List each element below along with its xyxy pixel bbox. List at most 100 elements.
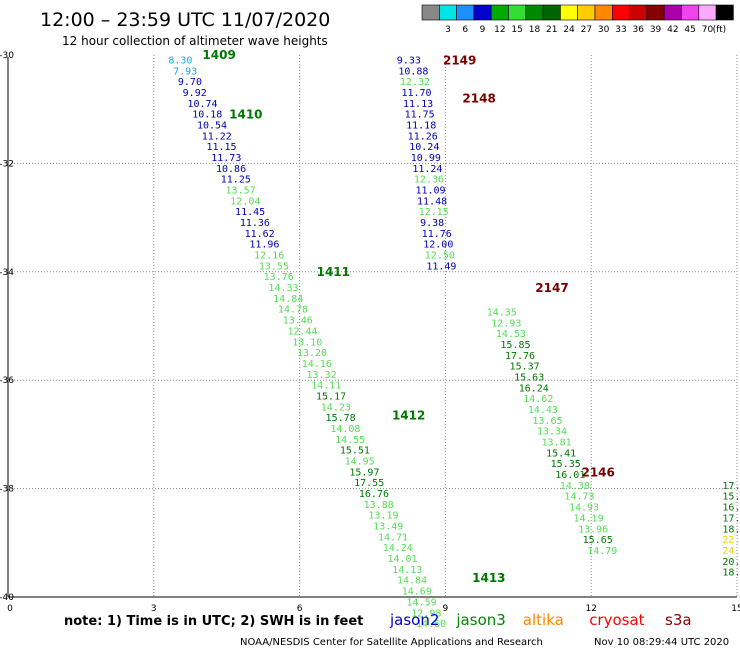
wave-height-value: 12.50 (425, 251, 455, 262)
wave-height-value: 13.49 (373, 522, 403, 533)
wave-height-value: 14.69 (402, 587, 432, 598)
wave-height-value: 13.81 (542, 438, 572, 449)
wave-height-value: 17.1 (722, 481, 740, 492)
legend-label: 12 (494, 25, 505, 35)
wave-height-value: 11.13 (403, 99, 433, 110)
wave-height-value: 13.55 (259, 261, 289, 272)
wave-height-value: 10.86 (216, 164, 246, 175)
legend-swatch (663, 4, 682, 21)
legend-swatch (490, 4, 509, 21)
wave-height-value: 13.20 (297, 348, 327, 359)
legend-label: 24 (563, 25, 575, 35)
wave-height-value: 11.09 (415, 186, 445, 197)
wave-height-value: 14.84 (273, 294, 303, 305)
wave-height-value: 11.48 (417, 196, 447, 207)
legend-swatch (594, 4, 613, 21)
track-jason2-descending: 9.3310.8812.3211.7011.1311.7511.1811.261… (397, 55, 457, 272)
legend-swatch (508, 4, 527, 21)
wave-height-value: 10.74 (187, 99, 217, 110)
pass-number-label: 1412 (392, 408, 425, 422)
wave-height-value: 13.65 (532, 416, 562, 427)
wave-height-value: 14.01 (387, 554, 417, 565)
wave-height-value: 14.23 (321, 402, 351, 413)
x-tick-label: 12 (585, 604, 596, 614)
satellite-s3a: s3a (665, 611, 692, 629)
y-tick-label: -40 (0, 593, 14, 603)
legend-label: 27 (581, 25, 592, 35)
wave-height-value: 12.93 (491, 318, 521, 329)
legend-swatch (577, 4, 596, 21)
x-tick-label: 3 (151, 604, 157, 614)
wave-height-value: 16.01 (555, 470, 585, 481)
legend-swatch (456, 4, 475, 21)
track-jason2-lower: 14.3512.9314.5315.8517.7615.3715.6316.24… (487, 307, 618, 556)
wave-height-value: 11.15 (206, 142, 236, 153)
legend-swatch (421, 4, 440, 21)
y-tick-label: -30 (0, 51, 14, 61)
pass-labels: 1409 1410 1411 1412 1413 2149 2148 2147 2146 (202, 48, 614, 585)
wave-height-value: 15.85 (500, 340, 530, 351)
wave-height-value: 17.76 (505, 351, 535, 362)
wave-height-value: 16.76 (359, 489, 389, 500)
color-scale-legend: 3 6 9 12 15 18 21 24 27 30 33 36 39 42 45 70 (ft) (421, 4, 734, 35)
wave-height-value: 15.63 (514, 372, 544, 383)
wave-height-value: 14.33 (268, 283, 298, 294)
wave-height-value: 11.76 (422, 229, 452, 240)
wave-height-value: 15.78 (326, 413, 356, 424)
wave-height-value: 13.34 (537, 427, 567, 438)
wave-height-value: 12.32 (400, 77, 430, 88)
wave-height-value: 13.10 (292, 337, 322, 348)
legend-label: 21 (546, 25, 557, 35)
wave-height-value: 12.00 (423, 240, 453, 251)
wave-height-value: 10.88 (398, 66, 428, 77)
wave-height-value: 15.65 (583, 535, 613, 546)
track-jason3-descending: 8.307.939.709.9210.7410.1810.5411.2211.1… (168, 55, 446, 630)
wave-height-value: 11.96 (249, 240, 279, 251)
wave-height-value: 14.43 (528, 405, 558, 416)
wave-height-value: 15.94 (722, 492, 740, 503)
wave-height-value: 14.55 (335, 435, 365, 446)
wave-height-value: 13.76 (264, 272, 294, 283)
footer-timestamp: Nov 10 08:29:44 UTC 2020 (594, 637, 729, 648)
pass-number-label: 1413 (472, 571, 505, 585)
x-tick-label: 6 (297, 604, 303, 614)
wave-height-value: 14.35 (487, 307, 517, 318)
wave-height-value: 13.32 (307, 370, 337, 381)
wave-height-value: 11.73 (211, 153, 241, 164)
wave-height-value: 14.13 (392, 565, 422, 576)
wave-height-value: 10.54 (197, 120, 227, 131)
wave-height-value: 11.24 (412, 164, 442, 175)
wave-height-value: 16.24 (519, 383, 549, 394)
wave-height-value: 20.09 (722, 557, 740, 568)
wave-height-value: 13.46 (283, 316, 313, 327)
pass-number-label: 1409 (202, 48, 235, 62)
legend-label: 15 (511, 25, 522, 35)
pass-number-label: 2148 (462, 91, 495, 105)
wave-height-value: 22.03 (722, 535, 740, 546)
legend-swatch (542, 4, 561, 21)
wave-height-value: 11.62 (245, 229, 275, 240)
satellite-legend: jason2 jason3 altika cryosat s3a (389, 611, 692, 629)
satellite-cryosat: cryosat (589, 611, 644, 629)
wave-height-value: 15.37 (510, 362, 540, 373)
wave-height-value: 9.33 (397, 55, 421, 66)
legend-label: 33 (615, 25, 626, 35)
y-tick-label: -36 (0, 376, 14, 386)
legend-swatch (715, 4, 734, 21)
x-tick-label: 9 (443, 604, 449, 614)
legend-swatch (525, 4, 544, 21)
wave-height-value: 14.16 (302, 359, 332, 370)
legend-swatch (698, 4, 717, 21)
wave-height-value: 11.18 (406, 120, 436, 131)
y-tick-label: -32 (0, 159, 14, 169)
legend-swatch (629, 4, 648, 21)
wave-height-value: 12.04 (230, 196, 260, 207)
y-tick-label: -38 (0, 485, 14, 495)
map-subtitle: 12 hour collection of altimeter wave hei… (62, 34, 328, 48)
wave-height-value: 7.93 (173, 66, 197, 77)
map-title: 12:00 – 23:59 UTC 11/07/2020 (40, 9, 330, 31)
wave-height-value: 11.25 (221, 175, 251, 186)
legend-swatch (473, 4, 492, 21)
satellite-jason2: jason2 (389, 611, 439, 629)
